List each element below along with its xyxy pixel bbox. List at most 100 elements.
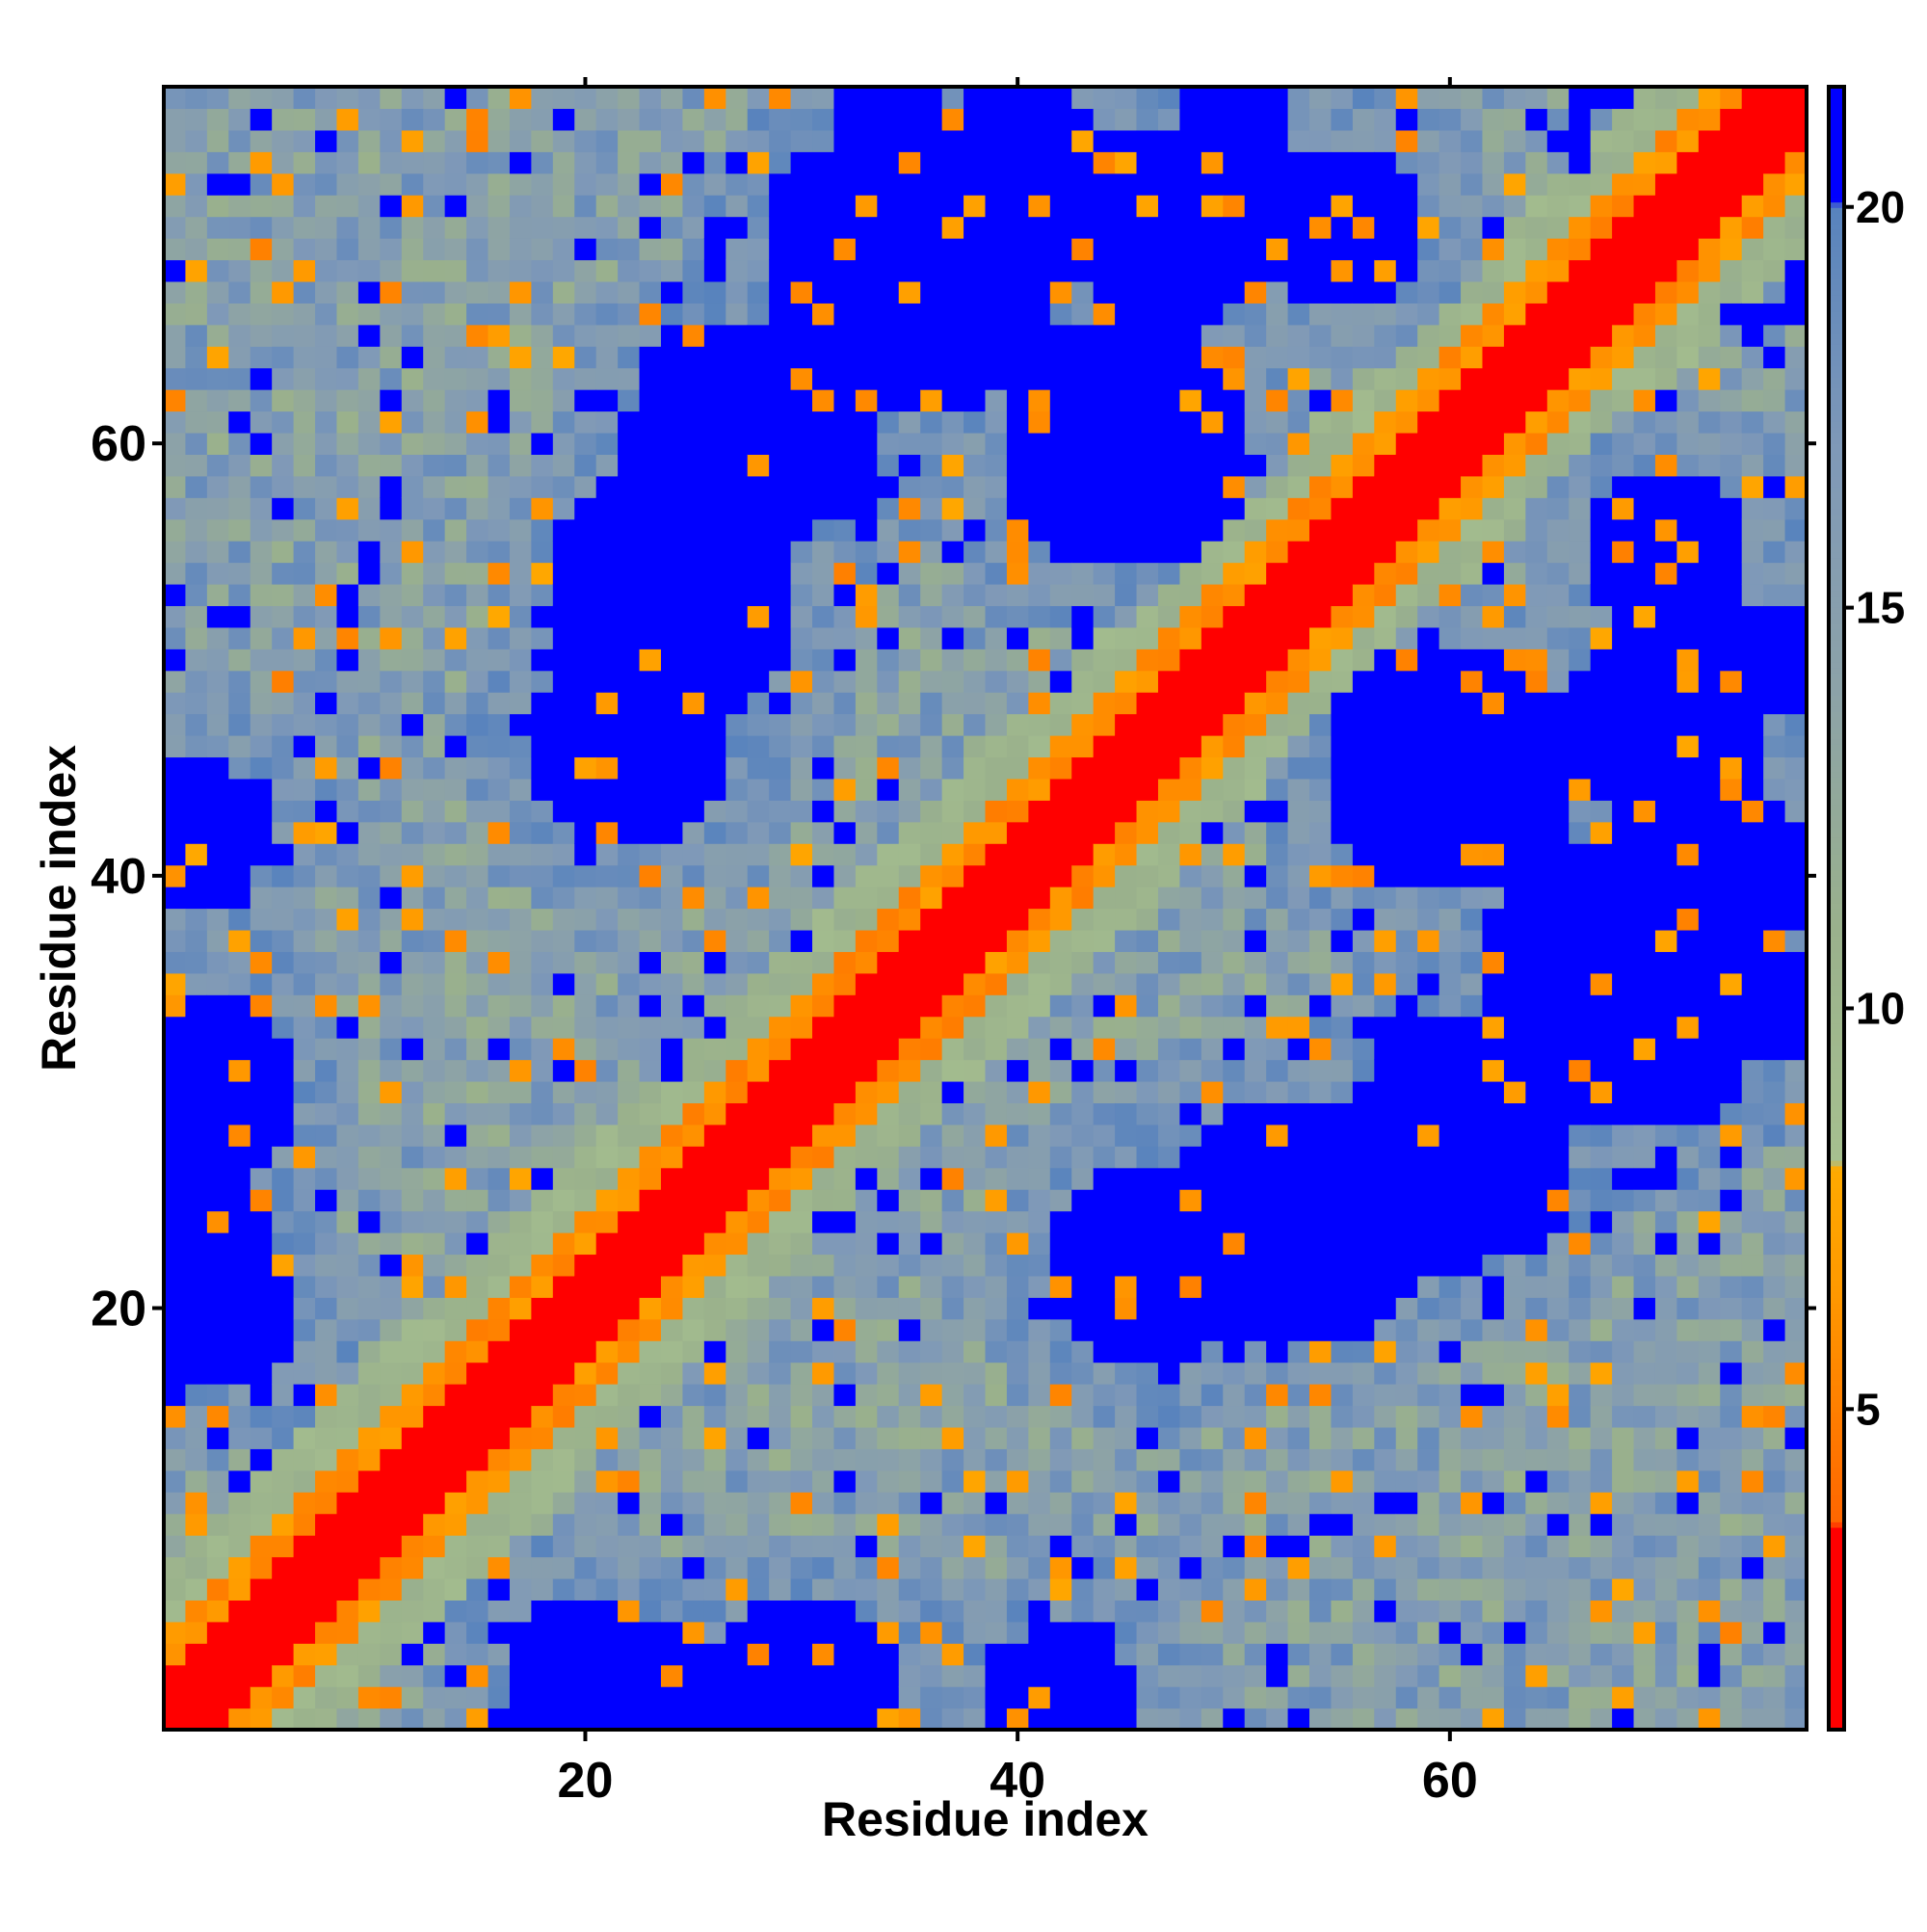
heatmap-cell	[1006, 1513, 1029, 1536]
heatmap-cell	[985, 951, 1008, 974]
heatmap-cell	[185, 1189, 208, 1212]
heatmap-cell	[206, 670, 229, 693]
heatmap-cell	[1395, 887, 1418, 910]
heatmap-cell	[206, 389, 229, 412]
heatmap-cell	[1266, 605, 1289, 628]
heatmap-cell	[272, 195, 295, 218]
heatmap-cell	[1482, 756, 1505, 780]
heatmap-cell	[1525, 778, 1548, 801]
heatmap-cell	[618, 1643, 641, 1666]
heatmap-cell	[423, 1080, 446, 1103]
heatmap-cell	[898, 367, 921, 390]
heatmap-cell	[1071, 908, 1095, 931]
heatmap-cell	[1244, 1686, 1267, 1709]
heatmap-cell	[941, 864, 964, 887]
heatmap-cell	[1201, 1080, 1224, 1103]
heatmap-cell	[1223, 475, 1246, 498]
heatmap-cell	[833, 475, 857, 498]
heatmap-cell	[206, 1535, 229, 1558]
heatmap-cell	[1482, 713, 1505, 736]
heatmap-cell	[1266, 1038, 1289, 1061]
heatmap-cell	[315, 756, 338, 780]
heatmap-cell	[1569, 887, 1592, 910]
heatmap-cell	[595, 367, 619, 390]
heatmap-cell	[855, 1643, 878, 1666]
heatmap-cell	[812, 1384, 835, 1407]
heatmap-cell	[1482, 216, 1505, 239]
heatmap-cell	[964, 1340, 987, 1363]
heatmap-cell	[1331, 1275, 1354, 1298]
heatmap-cell	[164, 518, 187, 542]
heatmap-cell	[1525, 1318, 1548, 1341]
heatmap-cell	[703, 1707, 726, 1731]
heatmap-cell	[380, 1232, 403, 1256]
heatmap-cell	[1503, 951, 1526, 974]
heatmap-cell	[488, 626, 511, 649]
heatmap-cell	[185, 1686, 208, 1709]
heatmap-cell	[964, 1469, 987, 1493]
heatmap-cell	[1201, 1102, 1224, 1125]
heatmap-cell	[380, 1297, 403, 1320]
heatmap-cell	[1157, 1621, 1180, 1644]
heatmap-cell	[1331, 929, 1354, 952]
heatmap-cell	[488, 259, 511, 282]
heatmap-cell	[250, 756, 273, 780]
heatmap-cell	[164, 389, 187, 412]
heatmap-cell	[1309, 1362, 1333, 1385]
heatmap-cell	[1395, 972, 1418, 995]
heatmap-cell	[1115, 129, 1138, 152]
heatmap-cell	[703, 929, 726, 952]
heatmap-cell	[250, 1686, 273, 1709]
heatmap-cell	[228, 1124, 251, 1147]
heatmap-cell	[552, 778, 575, 801]
heatmap-cell	[703, 778, 726, 801]
heatmap-cell	[336, 1167, 359, 1190]
heatmap-cell	[1093, 195, 1116, 218]
heatmap-cell	[336, 908, 359, 931]
heatmap-cell	[531, 1686, 554, 1709]
heatmap-cell	[272, 800, 295, 823]
heatmap-cell	[1395, 1167, 1418, 1190]
heatmap-cell	[1028, 1318, 1051, 1341]
heatmap-cell	[1352, 951, 1375, 974]
heatmap-cell	[1244, 1577, 1267, 1601]
heatmap-cell	[1331, 346, 1354, 369]
heatmap-cell	[639, 1080, 662, 1103]
heatmap-cell	[660, 562, 684, 585]
heatmap-cell	[833, 1621, 857, 1644]
heatmap-cell	[985, 1707, 1008, 1731]
heatmap-cell	[1461, 1124, 1484, 1147]
heatmap-cell	[703, 1189, 726, 1212]
heatmap-cell	[769, 1513, 792, 1536]
heatmap-cell	[1546, 756, 1570, 780]
heatmap-cell	[682, 1318, 705, 1341]
heatmap-cell	[1179, 1513, 1202, 1536]
heatmap-cell	[833, 1492, 857, 1515]
heatmap-cell	[639, 1254, 662, 1277]
heatmap-cell	[1179, 1189, 1202, 1212]
heatmap-cell	[1223, 994, 1246, 1018]
heatmap-cell	[1503, 1318, 1526, 1341]
heatmap-cell	[228, 389, 251, 412]
heatmap-cell	[1201, 1469, 1224, 1493]
heatmap-cell	[618, 972, 641, 995]
heatmap-cell	[812, 843, 835, 866]
heatmap-cell	[769, 1275, 792, 1298]
heatmap-cell	[357, 497, 381, 520]
heatmap-cell	[1049, 778, 1072, 801]
heatmap-cell	[250, 648, 273, 672]
heatmap-cell	[682, 1189, 705, 1212]
heatmap-cell	[1115, 1426, 1138, 1449]
heatmap-cell	[250, 1384, 273, 1407]
heatmap-cell	[336, 432, 359, 455]
heatmap-cell	[185, 864, 208, 887]
heatmap-cell	[985, 1577, 1008, 1601]
heatmap-cell	[488, 1297, 511, 1320]
heatmap-cell	[336, 195, 359, 218]
heatmap-cell	[1287, 1210, 1310, 1233]
heatmap-cell	[1201, 1189, 1224, 1212]
heatmap-cell	[618, 280, 641, 304]
heatmap-cell	[1439, 1535, 1462, 1558]
heatmap-cell	[336, 1577, 359, 1601]
heatmap-cell	[1223, 1102, 1246, 1125]
